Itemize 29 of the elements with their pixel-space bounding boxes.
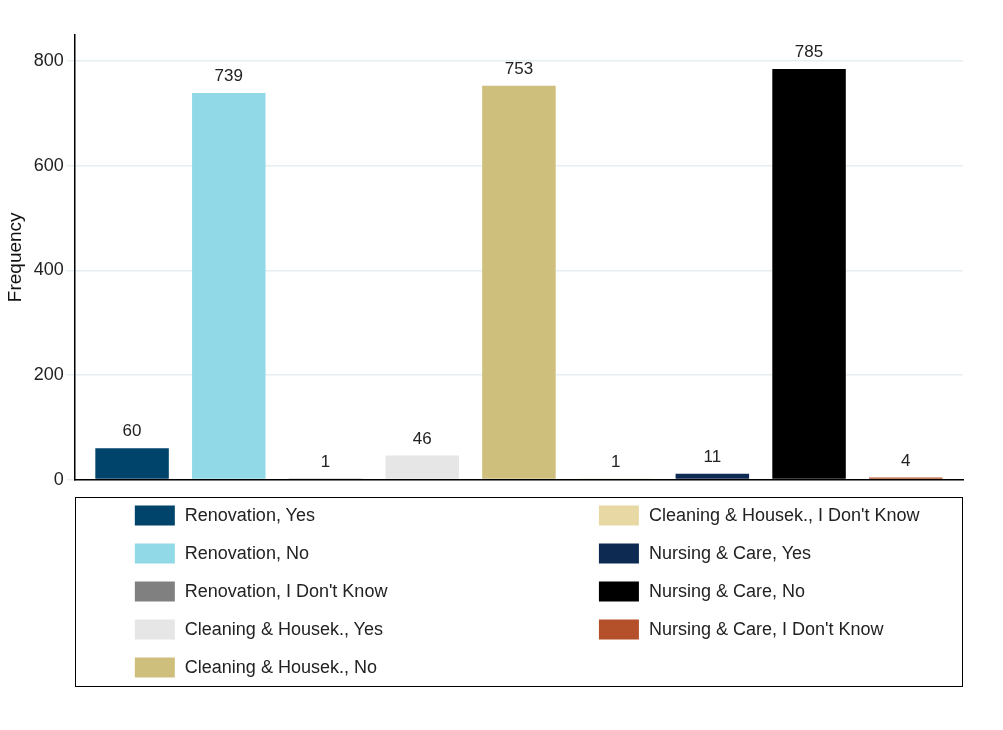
- data-label: 1: [320, 452, 331, 472]
- legend-label: Renovation, I Don't Know: [184, 580, 389, 601]
- y-tick-label: 800: [33, 50, 64, 71]
- legend-label: Renovation, Yes: [184, 504, 315, 525]
- data-label: 1: [610, 452, 621, 472]
- y-tick-label: 400: [33, 259, 64, 280]
- data-label: 46: [412, 428, 432, 448]
- y-tick-label: 200: [33, 363, 64, 384]
- legend-label: Cleaning & Housek., No: [184, 656, 377, 677]
- data-label: 785: [794, 42, 824, 62]
- bar: [482, 85, 556, 479]
- legend-label: Nursing & Care, I Don't Know: [648, 618, 885, 639]
- legend-label: Renovation, No: [184, 542, 309, 563]
- data-label: 739: [214, 66, 243, 86]
- y-tick-label: 0: [53, 468, 64, 489]
- bar: [95, 448, 169, 479]
- y-tick-label: 600: [33, 154, 64, 175]
- data-label: 4: [901, 450, 911, 470]
- bar: [385, 455, 459, 479]
- legend-label: Nursing & Care, Yes: [648, 542, 812, 563]
- data-label: 60: [122, 421, 142, 441]
- data-label: 753: [504, 58, 534, 78]
- legend-label: Nursing & Care, No: [648, 580, 805, 601]
- legend-label: Cleaning & Housek., Yes: [184, 618, 383, 639]
- legend-label: Cleaning & Housek., I Don't Know: [648, 504, 921, 525]
- bar: [675, 473, 750, 479]
- data-label: 11: [703, 447, 722, 467]
- bar: [192, 93, 266, 479]
- y-axis-title: Frequency: [3, 211, 25, 303]
